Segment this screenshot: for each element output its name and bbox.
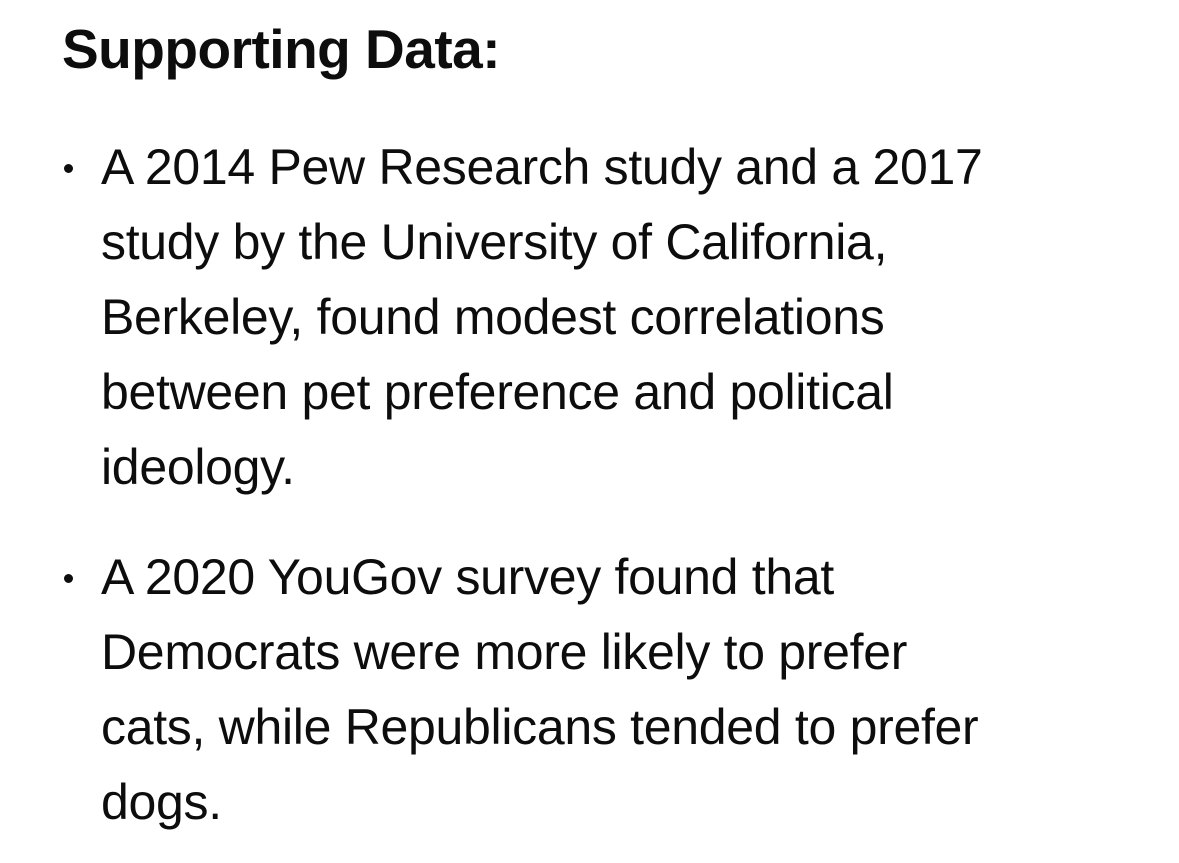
list-item-text: A 2020 YouGov survey found that Democrat… bbox=[101, 540, 1141, 840]
bullet-dot-icon bbox=[64, 164, 73, 173]
section-heading: Supporting Data: bbox=[62, 18, 501, 80]
text-line: dogs. bbox=[101, 774, 222, 830]
text-line: Democrats were more likely to prefer bbox=[101, 624, 908, 680]
text-line: Berkeley, found modest correlations bbox=[101, 289, 885, 345]
text-line: between pet preference and political bbox=[101, 364, 894, 420]
text-line: ideology. bbox=[101, 439, 295, 495]
text-line: cats, while Republicans tended to prefer bbox=[101, 699, 979, 755]
text-line: study by the University of California, bbox=[101, 214, 888, 270]
bullet-dot-icon bbox=[64, 574, 73, 583]
text-line: A 2014 Pew Research study and a 2017 bbox=[101, 139, 983, 195]
text-line: A 2020 YouGov survey found that bbox=[101, 549, 834, 605]
list-item-text: A 2014 Pew Research study and a 2017 stu… bbox=[101, 130, 1141, 505]
